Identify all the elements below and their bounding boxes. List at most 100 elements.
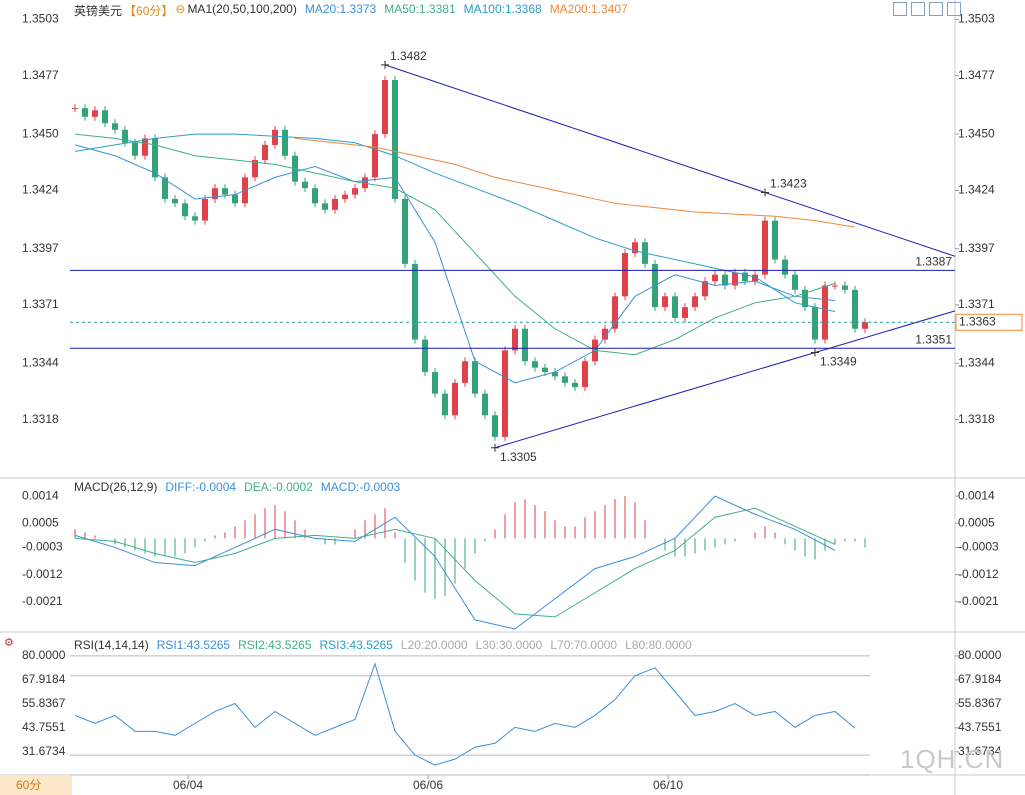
tool-button[interactable]: [911, 2, 925, 16]
ma-line: [74, 144, 836, 384]
candle-body: [372, 134, 378, 178]
legend-entry: DIFF:-0.0004: [165, 480, 237, 494]
legend-entry: MA50:1.3381: [384, 2, 456, 16]
y-tick-label: 1.3344: [22, 356, 59, 370]
period[interactable]: 【60分】: [124, 4, 174, 18]
candle-body: [202, 198, 208, 221]
candle-body: [142, 138, 148, 156]
candle-body: [452, 382, 458, 416]
candle-body: [362, 177, 368, 189]
candle-body: [702, 281, 708, 297]
rsi-title: RSI(14,14,14): [74, 638, 149, 652]
candle-body: [812, 307, 818, 340]
candle-body: [742, 272, 748, 282]
candle-body: [732, 272, 738, 286]
macd-line: [74, 495, 836, 630]
candle-body: [392, 80, 398, 199]
candle-body: [402, 198, 408, 264]
candle-body: [122, 129, 128, 143]
candle-body: [802, 289, 808, 308]
level-entry: L80:80.0000: [625, 638, 692, 652]
candle-body: [612, 296, 618, 329]
toggle-icon[interactable]: ⊖: [175, 2, 186, 16]
candle-body: [92, 110, 98, 117]
settings-icon[interactable]: ⚙: [4, 637, 14, 649]
candle-body: [542, 367, 548, 373]
period-button[interactable]: 60分: [0, 776, 72, 795]
peak-marker: [381, 60, 389, 69]
trend-line: [494, 310, 956, 449]
candle-body: [112, 123, 118, 130]
candle-body: [602, 328, 608, 340]
y2-tick-label: 1.3424: [958, 183, 995, 197]
candle-body: [522, 328, 528, 362]
candle-body: [302, 181, 308, 189]
ma-line: [74, 133, 836, 312]
candle-body: [132, 142, 138, 156]
tool-button[interactable]: [947, 2, 961, 16]
y2-tick-label: 0.0005: [958, 515, 995, 529]
candle-body: [752, 274, 758, 282]
candle-body: [472, 361, 478, 394]
candle-body: [232, 194, 238, 204]
y2-tick-label: -0.0012: [958, 567, 999, 581]
candle-body: [482, 393, 488, 416]
candle-body: [712, 274, 718, 282]
symbol: 英镑美元: [74, 4, 123, 18]
y2-tick-label: 80.0000: [958, 648, 1002, 662]
toolbar: [893, 2, 961, 16]
candle-body: [832, 285, 838, 287]
peak-label: 1.3482: [390, 49, 427, 63]
candle-body: [422, 339, 428, 373]
rsi-legend: RSI(14,14,14) RSI1:43.5265 RSI2:43.5265 RS…: [74, 638, 692, 652]
candle-body: [852, 289, 858, 329]
candle-body: [182, 203, 188, 217]
tool-button[interactable]: [929, 2, 943, 16]
candle-body: [382, 80, 388, 135]
legend-entry: MA20:1.3373: [304, 2, 377, 16]
y2-tick-label: 0.0014: [958, 488, 995, 502]
level-label: 1.3387: [915, 255, 952, 269]
candle-body: [312, 188, 318, 204]
candle-body: [722, 274, 728, 286]
macd-legend: MACD(26,12,9) DIFF:-0.0004 DEA:-0.0002 MAC…: [74, 480, 400, 494]
y2-tick-label: 1.3477: [958, 68, 995, 82]
candle-body: [262, 144, 268, 161]
candle-body: [502, 350, 508, 437]
candle-body: [682, 307, 688, 318]
level-entry: L20:20.0000: [400, 638, 468, 652]
x-tick-label: 06/10: [653, 778, 683, 792]
x-tick-label: 06/06: [413, 778, 443, 792]
legend-entry: RSI2:43.5265: [238, 638, 312, 652]
legend-entry: MA100:1.3368: [463, 2, 542, 16]
candle-body: [412, 263, 418, 340]
candle-body: [662, 296, 668, 308]
last-price-box: [955, 313, 1023, 331]
y-tick-label: 0.0005: [22, 515, 59, 529]
y-tick-label: 1.3503: [22, 12, 59, 26]
legend-entry: RSI3:43.5265: [319, 638, 393, 652]
candle-body: [252, 160, 258, 178]
tool-button[interactable]: [893, 2, 907, 16]
level-label: 1.3351: [915, 332, 952, 346]
candle-body: [772, 220, 778, 260]
y-tick-label: 67.9184: [22, 672, 66, 686]
legend-entry: MA200:1.3407: [549, 2, 628, 16]
candle-body: [632, 242, 638, 254]
y-tick-label: 55.8367: [22, 696, 66, 710]
y2-tick-label: 1.3371: [958, 297, 995, 311]
trend-line: [384, 64, 956, 257]
y2-tick-label: -0.0021: [958, 594, 999, 608]
candle-body: [672, 296, 678, 318]
y-tick-label: 1.3318: [22, 412, 59, 426]
macd-line: [74, 507, 836, 618]
level-entry: L30:30.0000: [475, 638, 543, 652]
peak-label: 1.3423: [770, 177, 807, 191]
candle-body: [512, 328, 518, 351]
candle-body: [622, 253, 628, 297]
legend-entry: RSI1:43.5265: [156, 638, 231, 652]
candle-body: [432, 372, 438, 394]
y2-tick-label: -0.0003: [958, 540, 999, 554]
legend-entry: DEA:-0.0002: [244, 480, 313, 494]
peak-marker: [491, 443, 499, 452]
